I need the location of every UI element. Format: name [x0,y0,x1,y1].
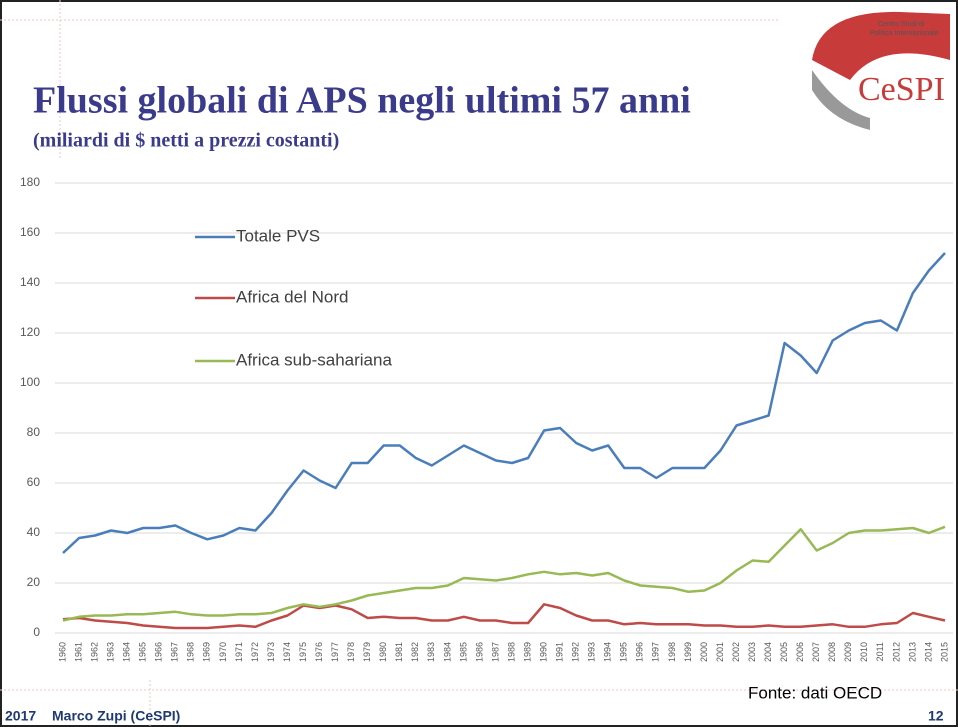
x-tick-label: 2006 [795,642,805,662]
x-tick-label: 2010 [859,642,869,662]
y-tick-label: 180 [20,175,40,189]
x-tick-label: 1978 [346,642,356,662]
x-tick-label: 1964 [122,642,132,662]
y-tick-label: 20 [27,575,41,589]
logo-shape [812,11,950,80]
legend-label: Totale PVS [236,226,320,245]
x-tick-label: 1974 [282,642,292,662]
x-tick-label: 1960 [57,642,67,662]
x-tick-label: 2011 [875,642,885,661]
x-tick-label: 1988 [506,642,516,662]
x-tick-label: 1965 [138,642,148,662]
logo-text: Politica Internazionale [870,30,939,37]
x-tick-label: 1987 [490,642,500,662]
y-tick-label: 160 [20,225,40,239]
x-tick-label: 1996 [635,642,645,662]
x-tick-label: 1999 [683,642,693,662]
x-tick-label: 1984 [442,642,452,662]
y-tick-label: 60 [27,475,41,489]
x-tick-label: 2008 [827,642,837,662]
x-tick-label: 1973 [266,642,276,662]
chart-title: Flussi globali di APS negli ultimi 57 an… [33,80,691,122]
x-tick-label: 1989 [522,642,532,662]
y-tick-label: 120 [20,325,40,339]
x-tick-label: 1977 [330,642,340,662]
x-tick-label: 1976 [314,642,324,662]
y-tick-label: 100 [20,375,40,389]
x-tick-label: 1980 [378,642,388,662]
y-tick-label: 80 [27,425,41,439]
y-tick-label: 0 [33,625,40,639]
x-tick-label: 1969 [202,642,212,662]
x-tick-label: 1981 [394,642,404,662]
x-tick-label: 2007 [811,642,821,662]
plot: 0 20 40 60 80 100 120 140 160 180 1960 1961 1962 1963… [20,175,953,662]
logo-shape [812,70,870,130]
x-tick-label: 2002 [731,642,741,662]
chart-subtitle: (miliardi di $ netti a prezzi costanti) [33,130,339,152]
x-tick-label: 1975 [298,642,308,662]
x-tick-label: 2000 [699,642,709,662]
x-tick-label: 1967 [170,642,180,662]
x-tick-label: 1995 [619,642,629,662]
x-tick-label: 1963 [106,642,116,662]
source: Fonte: dati OECD [748,683,882,702]
y-tick-label: 40 [27,525,41,539]
y-tick-label: 140 [20,275,40,289]
x-tick-label: 1982 [410,642,420,662]
x-tick-label: 1968 [186,642,196,662]
series-line [62,252,946,554]
footer-page: 12 [928,708,944,724]
legend-label: Africa del Nord [236,287,348,306]
footer-year: 2017 [5,708,36,724]
series-line [62,525,946,622]
x-tick-label: 2001 [715,642,725,662]
x-tick-label: 1994 [603,642,613,662]
x-tick-label: 1985 [458,642,468,662]
logo-text: Centro Studi di [878,21,925,28]
x-tick-label: 2003 [747,642,757,662]
x-tick-label: 1971 [234,642,244,662]
x-tick-label: 1970 [218,642,228,662]
x-tick-label: 1962 [89,642,99,662]
x-tick-label: 1997 [651,642,661,662]
x-tick-label: 2012 [891,642,901,662]
x-tick-label: 2005 [779,642,789,662]
series-line [62,603,946,630]
x-tick-label: 1979 [362,642,372,662]
legend-label: Africa sub-sahariana [236,350,392,369]
x-tick-label: 1991 [555,642,565,662]
x-tick-label: 2004 [763,642,773,662]
footer-author: Marco Zupi (CeSPI) [52,708,180,724]
x-tick-label: 1992 [571,642,581,662]
x-tick-label: 1961 [73,642,83,662]
x-tick-label: 1986 [474,642,484,662]
x-tick-label: 1993 [587,642,597,662]
x-tick-label: 2015 [939,642,949,662]
x-tick-label: 1990 [538,642,548,662]
logo-name: CeSPI [858,71,945,108]
x-tick-label: 2013 [907,642,917,662]
x-tick-label: 2014 [923,642,933,662]
x-tick-label: 1972 [250,642,260,662]
x-tick-label: 1998 [667,642,677,662]
x-tick-label: 1983 [426,642,436,662]
x-tick-label: 1966 [154,642,164,662]
x-tick-label: 2009 [843,642,853,662]
